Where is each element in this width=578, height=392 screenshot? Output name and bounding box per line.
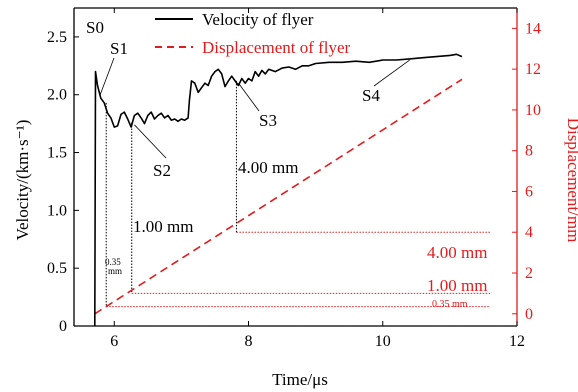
y-tick-label-right: 10 <box>525 102 541 119</box>
reference-label-400: 4.00 mm <box>427 243 487 262</box>
series-velocity <box>94 53 463 327</box>
y-tick-label-right: 4 <box>525 224 533 241</box>
marker-leader-line <box>373 59 410 87</box>
y-tick-label-right: 6 <box>525 183 533 200</box>
legend-velocity-label: Velocity of flyer <box>202 10 314 29</box>
marker-label-s2: S2 <box>153 161 171 180</box>
y-tick-label-right: 0 <box>525 306 533 323</box>
y-tick-label-left: 1.0 <box>47 202 67 219</box>
marker-label-s3: S3 <box>259 111 277 130</box>
marker-leader-line <box>134 124 167 159</box>
reference-label-100: 1.00 mm <box>427 276 487 295</box>
reference-lines <box>105 80 491 308</box>
y-tick-label-right: 14 <box>525 20 541 37</box>
x-tick-label: 6 <box>110 333 118 350</box>
y-tick-label-left: 1.5 <box>47 145 67 162</box>
marker-label-s1: S1 <box>110 39 128 58</box>
x-tick-label: 12 <box>509 333 525 350</box>
y-axis-right-title: Displacement/mm <box>564 118 578 243</box>
marker-label-s0: S0 <box>86 18 104 37</box>
legend: Velocity of flyer Displacement of flyer <box>155 10 351 57</box>
x-tick-label: 10 <box>375 333 391 350</box>
annotation-mid-400: 4.00 mm <box>238 158 298 177</box>
series-displacement <box>94 78 463 315</box>
marker-label-s4: S4 <box>362 86 380 105</box>
y-tick-label-right: 2 <box>525 265 533 282</box>
annotation-small-mm: mm <box>108 266 122 276</box>
reference-label-035: 0.35 mm <box>432 299 468 310</box>
y-tick-label-left: 2.0 <box>47 87 67 104</box>
marker-leader-line <box>99 57 115 95</box>
marker-leader-line <box>238 82 260 112</box>
y-tick-label-right: 8 <box>525 143 533 160</box>
y-tick-label-left: 0.5 <box>47 260 67 277</box>
y-tick-label-left: 2.5 <box>47 29 67 46</box>
x-tick-label: 8 <box>245 333 253 350</box>
y-tick-label-right: 12 <box>525 61 541 78</box>
legend-displacement-label: Displacement of flyer <box>202 38 351 57</box>
y-tick-label-left: 0 <box>59 318 67 335</box>
x-axis-title: Time/μs <box>272 370 328 389</box>
annotation-mid-100: 1.00 mm <box>133 217 193 236</box>
annotation-small-035: 0.35 <box>105 257 121 267</box>
series-layer <box>94 53 463 327</box>
y-axis-left-title: Velocity/(km·s⁻¹) <box>13 120 32 241</box>
